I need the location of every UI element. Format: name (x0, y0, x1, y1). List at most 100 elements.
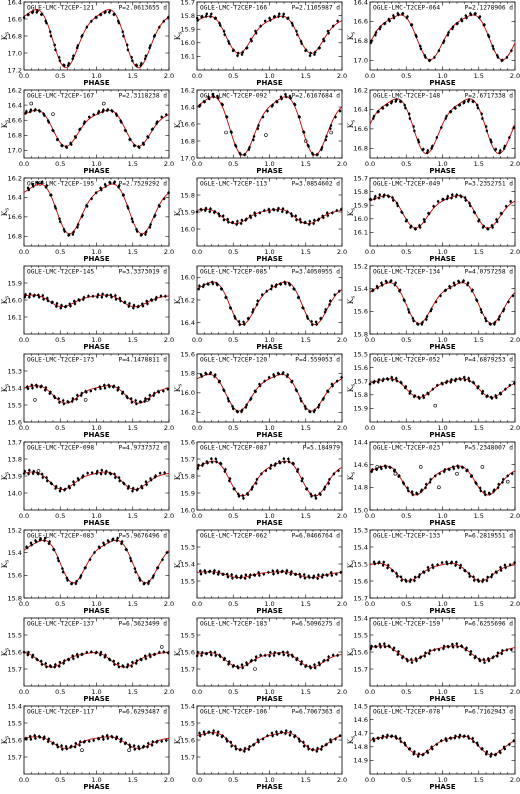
data-point (41, 294, 45, 297)
data-point (459, 194, 462, 198)
outlier-point (437, 485, 441, 490)
x-tick-label: 0.0 (19, 336, 29, 344)
data-point (197, 464, 200, 467)
data-point (160, 115, 163, 119)
data-point (71, 397, 75, 400)
y-axis-label: Ks (173, 296, 184, 305)
data-point (321, 398, 325, 401)
x-tick-label: 1.0 (264, 72, 274, 80)
data-point (471, 737, 474, 740)
data-point (381, 564, 385, 567)
data-point (231, 576, 234, 580)
data-point (473, 12, 477, 16)
data-point (64, 745, 68, 748)
data-point (484, 752, 488, 756)
data-point (323, 310, 327, 314)
data-point (504, 387, 507, 391)
data-point (325, 573, 328, 577)
data-point (72, 657, 75, 660)
data-point (31, 11, 34, 14)
data-point (386, 566, 389, 570)
data-point (295, 29, 298, 33)
data-point (214, 457, 218, 461)
x-tick-label: 1.0 (91, 336, 101, 344)
data-point (336, 654, 339, 657)
data-point (42, 297, 45, 301)
plot-frame (196, 1, 343, 71)
data-point (201, 285, 205, 288)
data-point (158, 471, 162, 475)
x-tick-label: 1.0 (264, 160, 274, 168)
data-points (22, 645, 170, 669)
data-points (372, 560, 516, 584)
plot-frame (23, 705, 170, 775)
data-point (502, 309, 505, 313)
data-point (485, 129, 489, 133)
x-tick-label: 1.0 (437, 600, 447, 608)
data-point (322, 37, 325, 41)
data-point (209, 207, 212, 210)
data-point (130, 401, 134, 404)
data-point (414, 657, 418, 660)
data-point (78, 740, 82, 743)
y-tick-label: 14.8 (354, 484, 368, 492)
data-point (158, 25, 161, 29)
period-label: P=5.9676496 d (119, 533, 168, 540)
data-point (92, 113, 95, 116)
fit-curve (23, 109, 170, 147)
data-point (330, 574, 334, 577)
data-point (480, 311, 483, 314)
data-point (213, 375, 216, 378)
data-point (337, 289, 341, 293)
data-point (507, 300, 510, 304)
outlier-point (80, 748, 84, 753)
data-point (292, 287, 295, 290)
data-point (311, 152, 314, 155)
x-tick-label: 1.0 (264, 336, 274, 344)
data-point (499, 566, 502, 569)
data-point (118, 296, 122, 300)
data-point (285, 569, 289, 572)
data-point (112, 385, 115, 389)
data-point (108, 657, 111, 661)
data-point (287, 460, 291, 464)
data-point (307, 747, 310, 751)
data-point (386, 194, 390, 198)
star-id-label: OGLE-LMC-T2CEP-173 (27, 357, 94, 364)
y-axis-label: Ks (173, 648, 184, 657)
data-point (369, 41, 373, 44)
data-point (379, 645, 382, 649)
data-point (433, 56, 436, 59)
period-label: P=2.6717338 d (465, 93, 514, 100)
data-point (476, 386, 479, 390)
data-point (287, 282, 291, 285)
data-point (208, 570, 211, 573)
y-axis-label: Ks (173, 32, 184, 41)
x-tick-label: 2.0 (164, 512, 174, 520)
x-tick-label: 2.0 (164, 424, 174, 432)
data-point (40, 181, 43, 185)
data-point (328, 478, 331, 481)
x-tick-label: 0.5 (401, 776, 411, 784)
data-point (147, 582, 150, 585)
x-tick-label: 0.5 (228, 248, 238, 256)
data-point (109, 293, 113, 297)
data-point (429, 478, 432, 481)
y-tick-label: 15.5 (181, 577, 195, 585)
data-point (199, 572, 203, 576)
data-point (273, 464, 277, 467)
data-point (129, 556, 132, 560)
data-point (94, 651, 98, 655)
x-tick-label: 1.5 (128, 424, 138, 432)
data-point (73, 135, 77, 138)
y-tick-label: 16.0 (8, 296, 22, 304)
data-point (498, 315, 501, 318)
data-point (26, 13, 30, 16)
data-point (28, 295, 31, 299)
data-point (242, 320, 245, 324)
data-point (146, 135, 149, 138)
data-point (99, 653, 102, 657)
y-tick-label: 16.0 (181, 39, 195, 47)
data-point (429, 309, 433, 313)
x-tick-label: 2.0 (337, 72, 347, 80)
